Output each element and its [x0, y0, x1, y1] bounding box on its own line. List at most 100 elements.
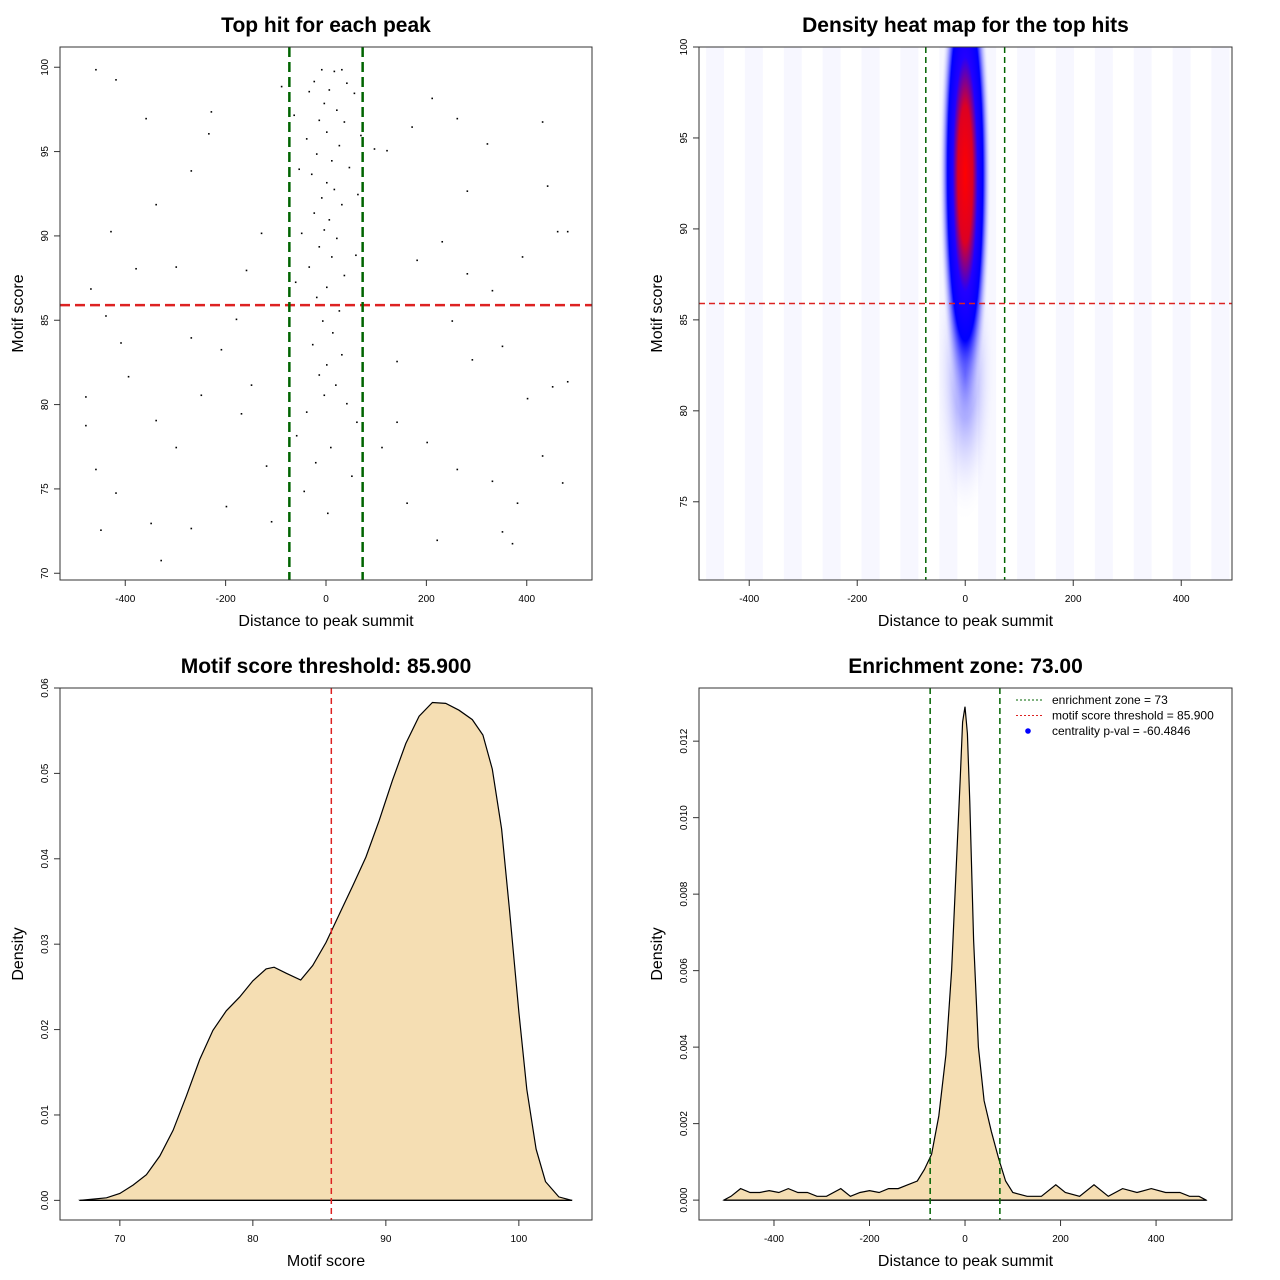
- scatter-point: [471, 359, 474, 361]
- y-tick-label: 75: [40, 483, 51, 495]
- scatter-point: [386, 149, 388, 152]
- scatter-point: [341, 353, 343, 356]
- heatmap-cell: [1094, 47, 1113, 580]
- heatmap-cell: [1133, 47, 1152, 580]
- scatter-point: [426, 441, 428, 444]
- scatter-point: [95, 468, 97, 471]
- scatter-point: [333, 70, 336, 73]
- y-tick-label: 0.008: [679, 881, 690, 906]
- scatter-point: [300, 232, 303, 235]
- scatter-point: [326, 286, 328, 289]
- scatter-point: [343, 121, 346, 123]
- scatter-point: [516, 502, 519, 505]
- legend-label: enrichment zone = 73: [1052, 693, 1168, 707]
- scatter-point: [346, 402, 348, 405]
- scatter-point: [225, 505, 228, 508]
- heatmap-cell: [1017, 47, 1036, 580]
- heatmap-hotspot: [939, 47, 992, 420]
- y-tick-label: 0.01: [40, 1105, 51, 1125]
- x-tick-label: 80: [247, 1234, 259, 1245]
- x-tick-label: -400: [764, 1234, 784, 1245]
- scatter-point: [351, 475, 353, 478]
- scatter-point: [348, 166, 351, 169]
- scatter-point: [313, 212, 316, 214]
- scatter-point: [175, 446, 178, 449]
- scatter-point: [332, 332, 334, 334]
- heatmap-cell: [822, 47, 841, 580]
- y-axis-label: Motif score: [10, 274, 27, 352]
- y-tick-label: 0.004: [679, 1034, 690, 1059]
- scatter-point: [355, 254, 357, 257]
- x-tick-label: 90: [380, 1234, 392, 1245]
- scatter-point: [326, 131, 328, 133]
- scatter-point: [293, 114, 295, 117]
- scatter-point: [105, 315, 107, 317]
- scatter-point: [491, 480, 494, 483]
- y-tick-label: 95: [679, 132, 690, 144]
- heatmap-cell: [706, 47, 725, 580]
- scatter-point: [145, 117, 147, 120]
- scatter-point: [303, 490, 306, 493]
- y-tick-label: 100: [40, 58, 51, 75]
- scatter-point: [175, 266, 178, 268]
- scatter-point: [501, 531, 504, 533]
- panel-2: Density heat map for the top hits Distanc…: [649, 14, 1233, 630]
- chart-title: Enrichment zone: 73.00: [848, 655, 1083, 678]
- scatter-point: [190, 527, 193, 530]
- scatter-point: [85, 424, 87, 427]
- scatter-point: [406, 502, 408, 505]
- x-tick-label: 200: [418, 594, 435, 605]
- scatter-point: [330, 446, 332, 449]
- x-axis-label: Distance to peak summit: [878, 613, 1054, 630]
- scatter-point: [95, 68, 97, 71]
- scatter-point: [541, 455, 544, 457]
- scatter-point: [343, 274, 346, 277]
- y-tick-label: 0.04: [40, 849, 51, 869]
- y-tick-label: 90: [40, 230, 51, 242]
- scatter-point: [308, 90, 311, 93]
- scatter-point: [305, 411, 308, 413]
- scatter-point: [396, 360, 398, 363]
- x-tick-label: 0: [962, 594, 968, 605]
- y-tick-label: 75: [679, 496, 690, 508]
- scatter-point: [115, 79, 117, 81]
- scatter-point: [451, 320, 454, 322]
- scatter-point: [314, 461, 317, 464]
- scatter-point: [294, 281, 297, 284]
- scatter-point: [318, 246, 321, 248]
- scatter-point: [315, 296, 318, 299]
- x-tick-label: 200: [1065, 594, 1082, 605]
- y-tick-label: 0.006: [679, 958, 690, 983]
- scatter-point: [331, 256, 333, 258]
- scatter-point: [341, 203, 343, 206]
- scatter-point: [200, 394, 203, 397]
- panel-4: Enrichment zone: 73.00 Distance to peak s…: [649, 655, 1233, 1270]
- legend: enrichment zone = 73 motif score threshol…: [1016, 693, 1214, 738]
- scatter-point: [120, 342, 122, 344]
- scatter-point: [85, 396, 87, 398]
- scatter-point: [541, 121, 544, 123]
- x-tick-label: -200: [859, 1234, 879, 1245]
- scatter-point: [260, 232, 263, 235]
- scatter-point: [90, 288, 92, 290]
- y-tick-label: 95: [40, 146, 51, 158]
- scatter-point: [311, 343, 314, 346]
- y-tick-label: 0.010: [679, 805, 690, 830]
- x-tick-label: -400: [115, 594, 135, 605]
- y-axis-label: Density: [649, 927, 666, 980]
- scatter-point: [561, 482, 564, 484]
- y-tick-label: 0.05: [40, 763, 51, 783]
- scatter-point: [327, 512, 329, 515]
- panel-1: Top hit for each peak Distance to peak su…: [10, 14, 593, 630]
- scatter-point: [353, 92, 356, 95]
- scatter-point: [100, 529, 102, 531]
- scatter-point: [115, 492, 117, 494]
- x-axis-label: Distance to peak summit: [878, 1253, 1054, 1270]
- y-tick-label: 85: [679, 314, 690, 326]
- scatter-point: [338, 144, 341, 147]
- scatter-point: [315, 153, 318, 155]
- scatter-point: [551, 386, 554, 388]
- scatter-point: [298, 168, 300, 171]
- scatter-point: [436, 539, 439, 542]
- scatter-point: [310, 173, 313, 176]
